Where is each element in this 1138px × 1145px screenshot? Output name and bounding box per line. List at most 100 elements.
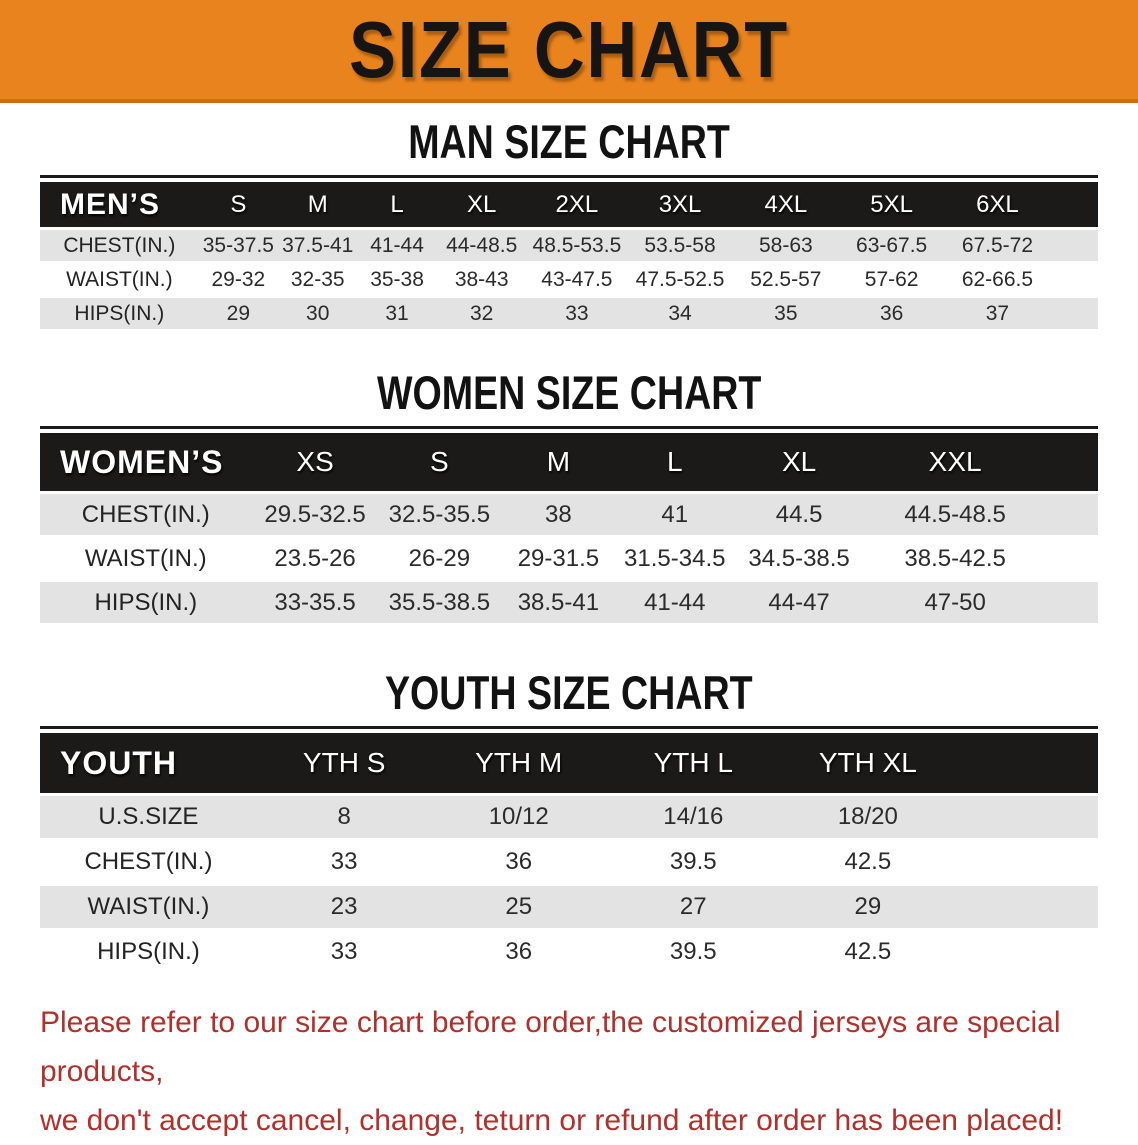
size-value-cell: 48.5-53.5 <box>526 230 628 261</box>
size-value-cell: 35.5-38.5 <box>378 582 501 623</box>
youth-heading-text: YOUTH SIZE CHART <box>385 666 753 719</box>
size-value-cell: 43-47.5 <box>526 264 628 295</box>
size-value-cell: 41 <box>616 494 733 535</box>
column-header: M <box>500 433 617 491</box>
table-row: WAIST(IN.) 23 25 27 29 <box>40 886 1098 928</box>
filler-cell <box>955 733 1098 793</box>
size-value-cell: 41-44 <box>357 230 437 261</box>
size-value-cell: 67.5-72 <box>944 230 1051 261</box>
man-heading-text: MAN SIZE CHART <box>408 115 730 168</box>
size-value-cell: 8 <box>256 796 432 838</box>
size-value-cell: 41-44 <box>616 582 733 623</box>
filler-cell <box>955 796 1098 838</box>
women-size-table: WOMEN’S XS S M L XL XXL CHEST(IN.) 29.5-32.5 32.… <box>40 430 1098 626</box>
size-value-cell: 29.5-32.5 <box>251 494 379 535</box>
table-row: HIPS(IN.) 33-35.5 35.5-38.5 38.5-41 41-44 44-… <box>40 582 1098 623</box>
filler-cell <box>955 841 1098 883</box>
row-label: WAIST(IN.) <box>40 264 199 295</box>
column-header: 6XL <box>944 182 1051 227</box>
size-value-cell: 38 <box>500 494 617 535</box>
size-value-cell: 25 <box>431 886 606 928</box>
policy-line-1: Please refer to our size chart before or… <box>40 1006 1061 1088</box>
column-header: 3XL <box>627 182 733 227</box>
column-header: L <box>357 182 437 227</box>
column-header: S <box>198 182 279 227</box>
table-row: CHEST(IN.) 35-37.5 37.5-41 41-44 44-48.5 48.5… <box>40 230 1098 261</box>
table-row: CHEST(IN.) 33 36 39.5 42.5 <box>40 841 1098 883</box>
row-label: WAIST(IN.) <box>40 886 257 928</box>
column-header: XL <box>436 182 527 227</box>
filler-cell <box>1050 264 1098 295</box>
size-value-cell: 26-29 <box>378 538 501 579</box>
column-header: XS <box>251 433 379 491</box>
filler-cell <box>1045 582 1098 623</box>
row-label: CHEST(IN.) <box>40 230 199 261</box>
table-corner-label: MEN’S <box>40 182 199 227</box>
size-value-cell: 23.5-26 <box>251 538 379 579</box>
size-value-cell: 44.5 <box>732 494 866 535</box>
column-header: YTH S <box>256 733 432 793</box>
size-value-cell: 47-50 <box>865 582 1046 623</box>
header-row: YOUTH YTH S YTH M YTH L YTH XL <box>40 733 1098 793</box>
column-header: S <box>378 433 501 491</box>
size-value-cell: 36 <box>431 841 606 883</box>
size-value-cell: 58-63 <box>732 230 839 261</box>
row-label: HIPS(IN.) <box>40 931 257 973</box>
table-corner-label: YOUTH <box>40 733 257 793</box>
row-label: WAIST(IN.) <box>40 538 252 579</box>
size-value-cell: 35-37.5 <box>198 230 279 261</box>
table-row: WAIST(IN.) 29-32 32-35 35-38 38-43 43-47.5 47.… <box>40 264 1098 295</box>
table-corner-label: WOMEN’S <box>40 433 252 491</box>
column-header: 2XL <box>526 182 628 227</box>
column-header: YTH M <box>431 733 606 793</box>
size-value-cell: 32.5-35.5 <box>378 494 501 535</box>
row-label: CHEST(IN.) <box>40 841 257 883</box>
size-value-cell: 29 <box>198 298 279 329</box>
table-row: HIPS(IN.) 29 30 31 32 33 34 35 36 37 <box>40 298 1098 329</box>
column-header: XL <box>732 433 866 491</box>
size-value-cell: 52.5-57 <box>732 264 839 295</box>
filler-cell <box>1045 538 1098 579</box>
filler-cell <box>955 931 1098 973</box>
men-size-table: MEN’S S M L XL 2XL 3XL 4XL 5XL 6XL CHEST(IN.) 35-3… <box>40 179 1098 332</box>
size-value-cell: 33 <box>526 298 628 329</box>
size-value-cell: 33-35.5 <box>251 582 379 623</box>
size-value-cell: 47.5-52.5 <box>627 264 733 295</box>
size-value-cell: 31.5-34.5 <box>616 538 733 579</box>
size-value-cell: 39.5 <box>606 841 781 883</box>
women-heading-text: WOMEN SIZE CHART <box>376 366 762 419</box>
size-value-cell: 37 <box>944 298 1051 329</box>
filler-cell <box>1045 433 1098 491</box>
size-value-cell: 34 <box>627 298 733 329</box>
size-value-cell: 33 <box>256 841 432 883</box>
column-header: YTH XL <box>780 733 956 793</box>
size-value-cell: 36 <box>431 931 606 973</box>
table-row: U.S.SIZE 8 10/12 14/16 18/20 <box>40 796 1098 838</box>
size-value-cell: 44-48.5 <box>436 230 527 261</box>
banner-title: SIZE CHART <box>349 5 789 94</box>
size-value-cell: 33 <box>256 931 432 973</box>
size-value-cell: 37.5-41 <box>278 230 358 261</box>
size-value-cell: 34.5-38.5 <box>732 538 866 579</box>
filler-cell <box>1050 230 1098 261</box>
row-label: CHEST(IN.) <box>40 494 252 535</box>
youth-section-heading: YOUTH SIZE CHART <box>0 668 1138 730</box>
size-value-cell: 14/16 <box>606 796 781 838</box>
size-value-cell: 29-32 <box>198 264 279 295</box>
women-section-heading: WOMEN SIZE CHART <box>0 368 1138 430</box>
size-value-cell: 18/20 <box>780 796 956 838</box>
table-row: WAIST(IN.) 23.5-26 26-29 29-31.5 31.5-34.5 34… <box>40 538 1098 579</box>
header-row: WOMEN’S XS S M L XL XXL <box>40 433 1098 491</box>
man-section-heading: MAN SIZE CHART <box>0 117 1138 179</box>
filler-cell <box>1050 182 1098 227</box>
column-header: YTH L <box>606 733 781 793</box>
size-value-cell: 42.5 <box>780 931 956 973</box>
size-value-cell: 44-47 <box>732 582 866 623</box>
header-row: MEN’S S M L XL 2XL 3XL 4XL 5XL 6XL <box>40 182 1098 227</box>
size-value-cell: 38-43 <box>436 264 527 295</box>
size-value-cell: 53.5-58 <box>627 230 733 261</box>
youth-size-table: YOUTH YTH S YTH M YTH L YTH XL U.S.SIZE 8 10/1… <box>40 730 1098 976</box>
table-row: HIPS(IN.) 33 36 39.5 42.5 <box>40 931 1098 973</box>
size-value-cell: 38.5-42.5 <box>865 538 1046 579</box>
size-value-cell: 63-67.5 <box>838 230 945 261</box>
